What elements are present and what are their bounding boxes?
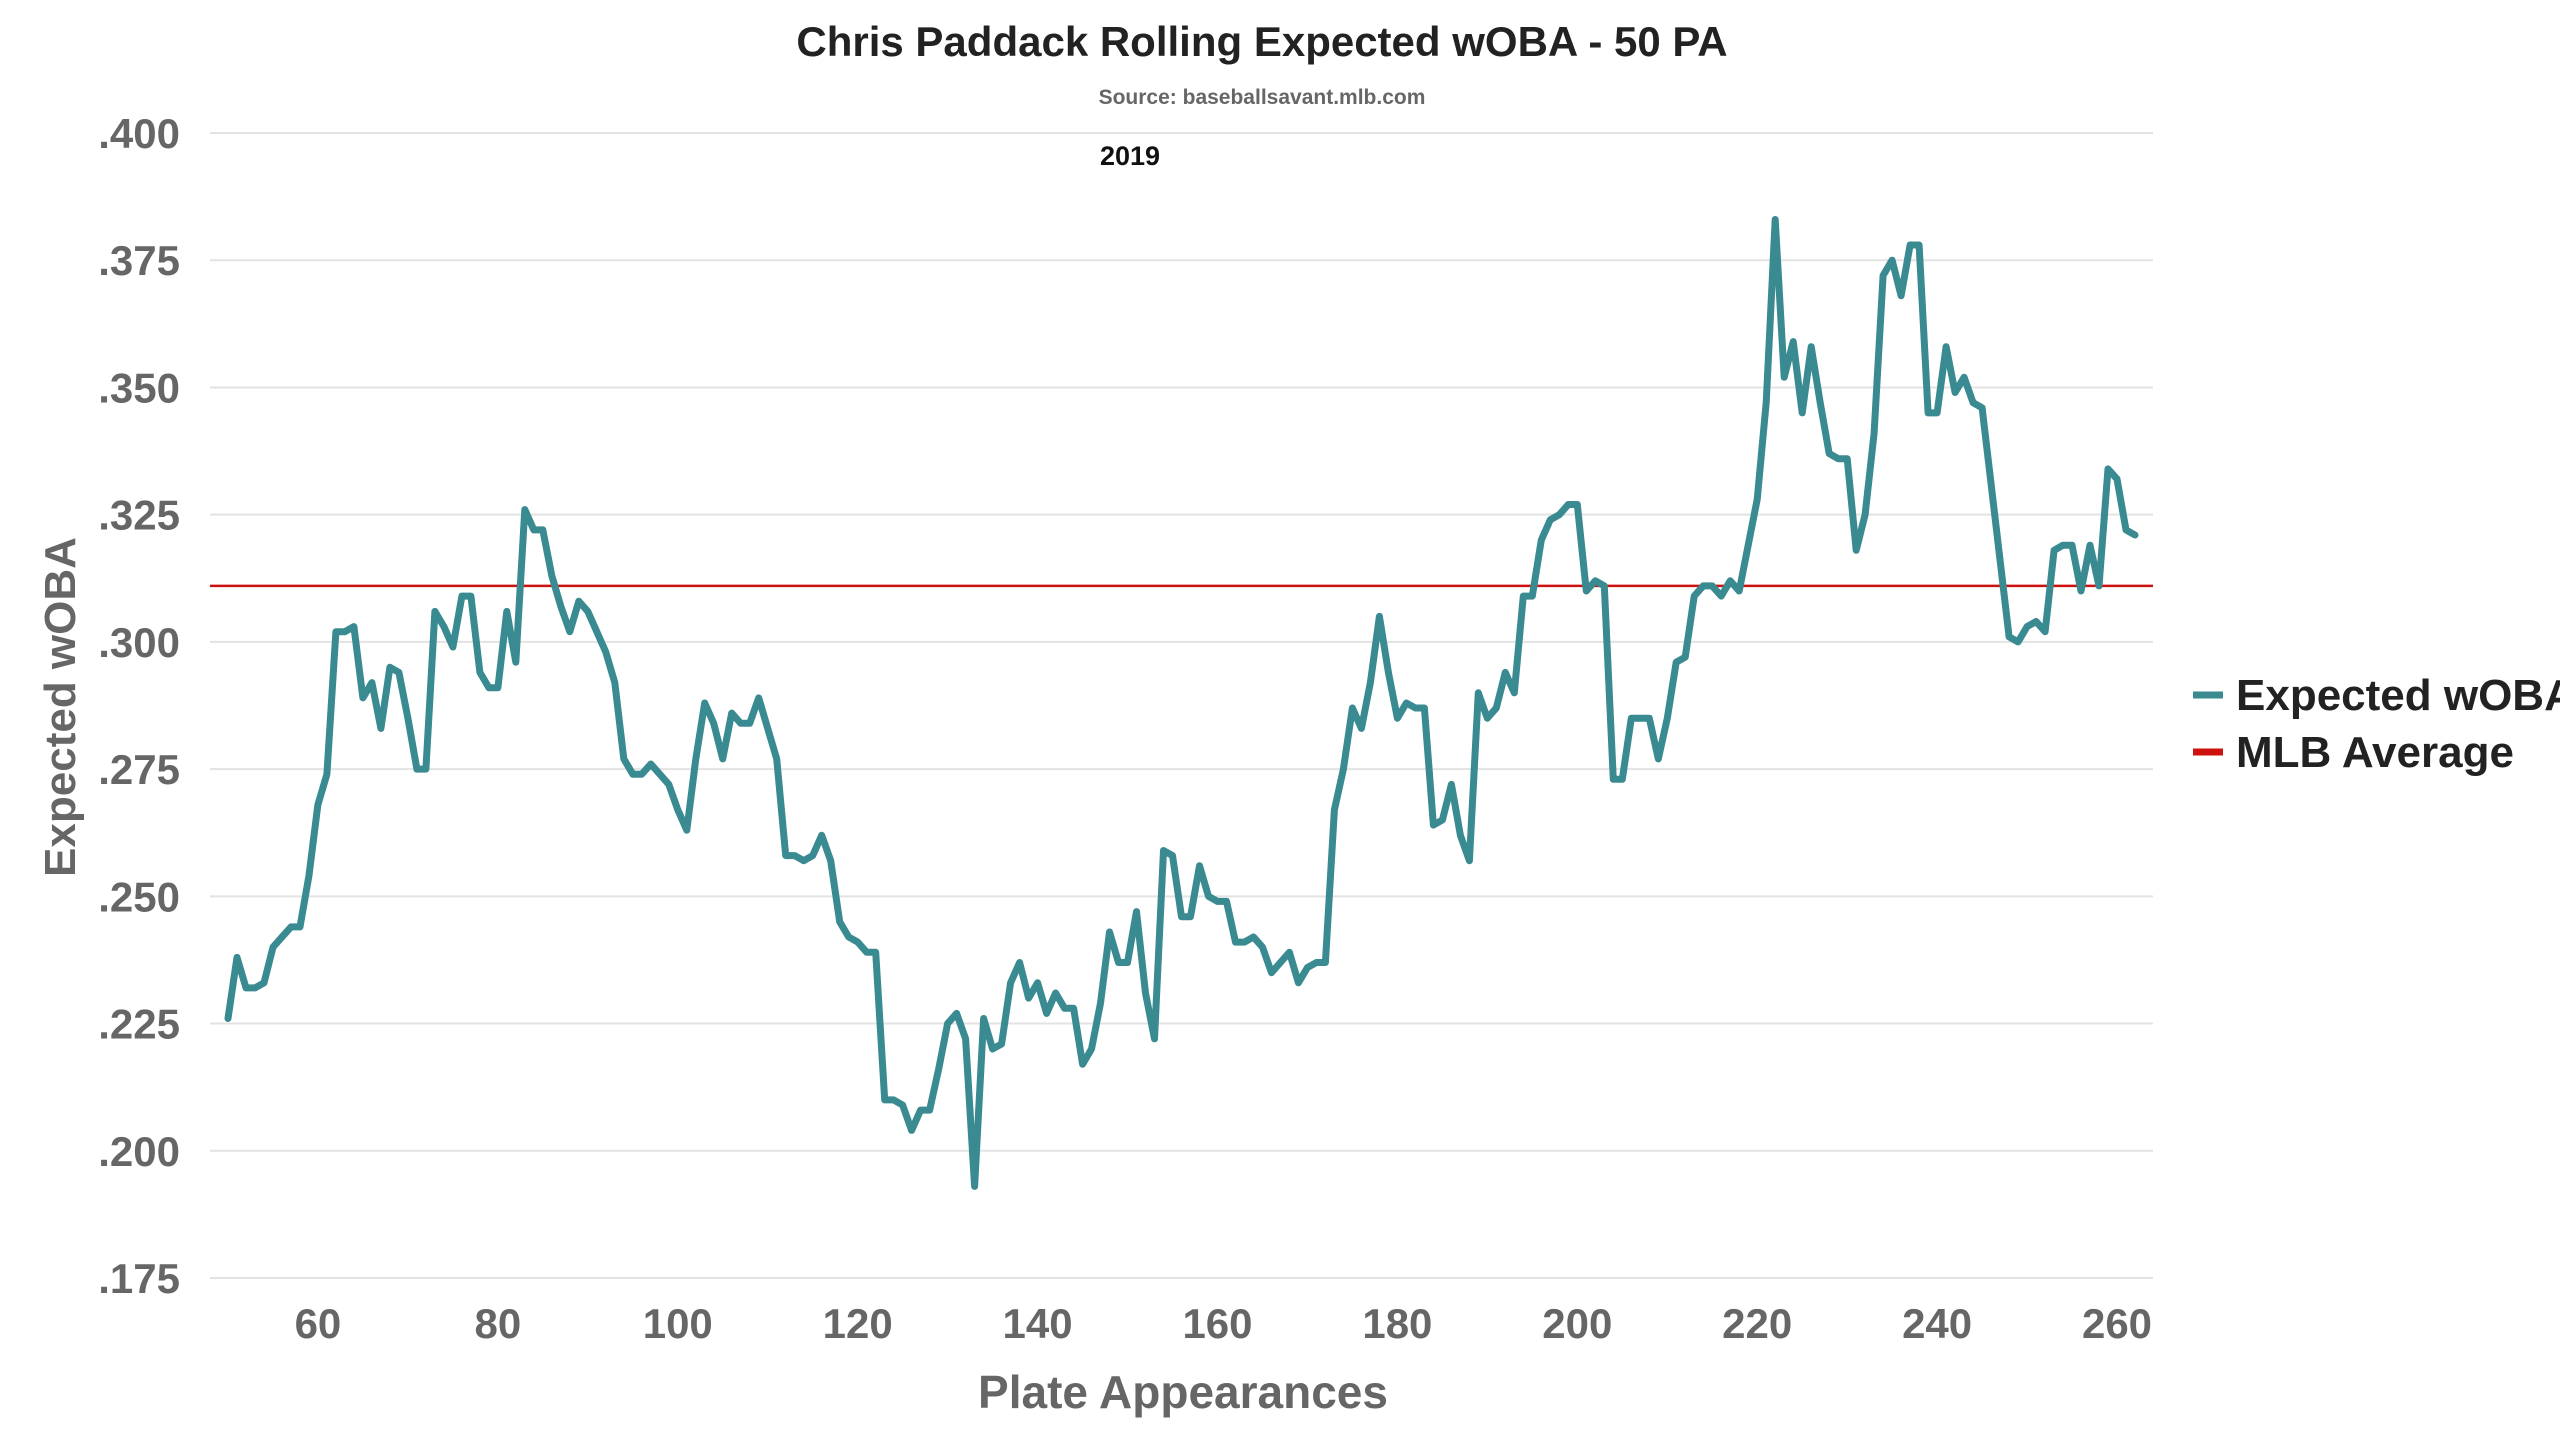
y-tick-label: .350 <box>98 364 180 411</box>
x-tick-label: 240 <box>1902 1300 1972 1347</box>
y-tick-label: .400 <box>98 110 180 157</box>
legend-label-expected-woba: Expected wOBA <box>2236 671 2560 720</box>
x-tick-label: 160 <box>1182 1300 1252 1347</box>
x-tick-label: 100 <box>643 1300 713 1347</box>
expected-woba-series <box>224 216 2139 1190</box>
legend: Expected wOBA MLB Average <box>2193 671 2560 777</box>
legend-label-mlb-average: MLB Average <box>2236 728 2514 777</box>
y-tick-label: .300 <box>98 619 180 666</box>
chart-title: Chris Paddack Rolling Expected wOBA - 50… <box>796 18 1727 65</box>
y-axis-title: Expected wOBA <box>36 537 85 877</box>
y-tick-label: .275 <box>98 746 180 793</box>
x-tick-label: 220 <box>1722 1300 1792 1347</box>
y-tick-label: .175 <box>98 1255 180 1302</box>
y-tick-label: .250 <box>98 873 180 920</box>
x-tick-label: 60 <box>295 1300 342 1347</box>
x-tick-label: 260 <box>2082 1300 2152 1347</box>
x-tick-label: 120 <box>823 1300 893 1347</box>
y-tick-label: .325 <box>98 492 180 539</box>
x-axis-ticks: 60 80 100 120 140 160 180 200 220 240 260 <box>295 1300 2152 1347</box>
year-annotation: 2019 <box>1100 141 1160 171</box>
x-tick-label: 200 <box>1542 1300 1612 1347</box>
y-tick-label: .225 <box>98 1001 180 1048</box>
gridlines <box>210 132 2153 1279</box>
x-tick-label: 180 <box>1362 1300 1432 1347</box>
expected-woba-line <box>224 216 2139 1190</box>
y-tick-label: .375 <box>98 237 180 284</box>
x-axis-title: Plate Appearances <box>978 1366 1388 1418</box>
y-tick-label: .200 <box>98 1128 180 1175</box>
y-axis-ticks: .175 .200 .225 .250 .275 .300 .325 .350 .375 .400 <box>98 110 180 1302</box>
x-tick-label: 80 <box>474 1300 521 1347</box>
chart-subtitle: Source: baseballsavant.mlb.com <box>1099 86 1426 109</box>
x-tick-label: 140 <box>1003 1300 1073 1347</box>
